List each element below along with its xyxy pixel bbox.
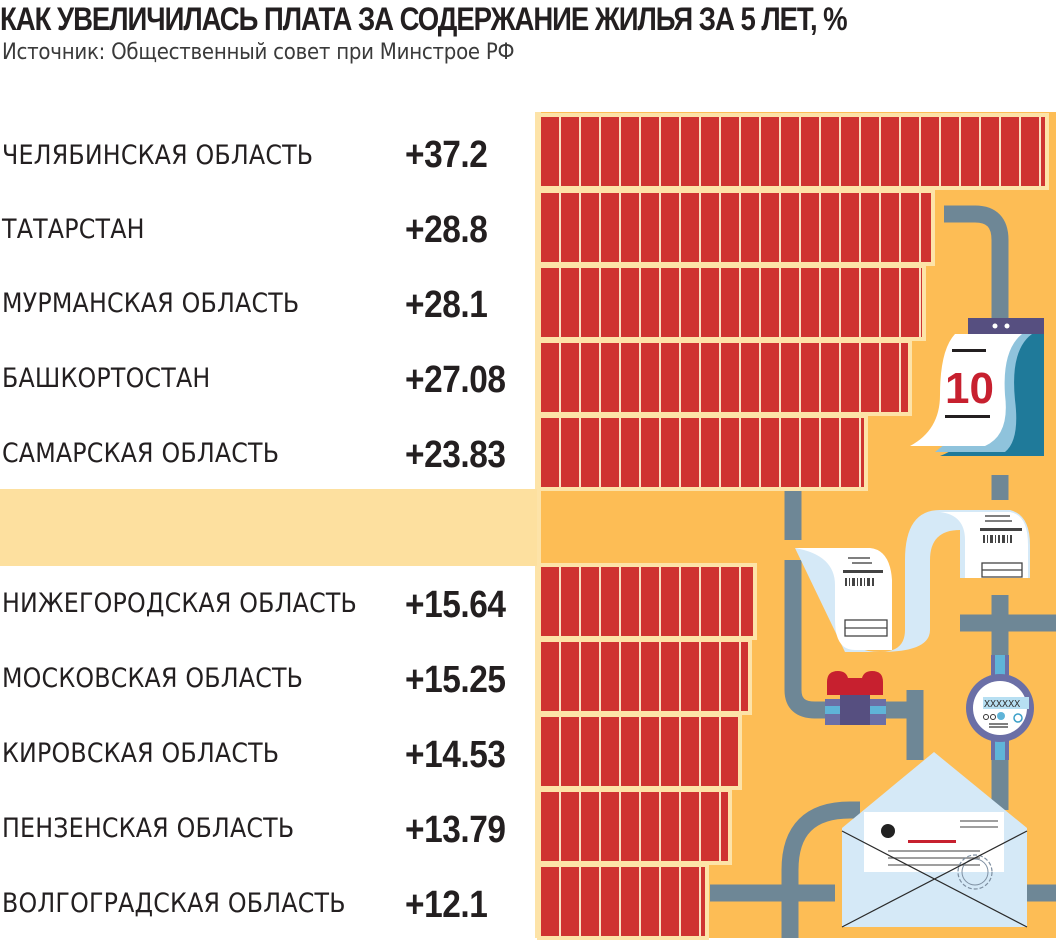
receipt-icon [795, 510, 1030, 652]
row-label: НИЖЕГОРОДСКАЯ ОБЛАСТЬ [2, 588, 358, 619]
row-label: МОСКОВСКАЯ ОБЛАСТЬ [2, 663, 304, 694]
row-value: +37.2 [405, 134, 488, 176]
bar-row-4 [537, 414, 868, 491]
row-label: КИРОВСКАЯ ОБЛАСТЬ [2, 738, 280, 769]
bar-row-6 [537, 638, 752, 715]
water-meter-icon: XXXXXX [966, 655, 1034, 760]
bar [541, 717, 738, 786]
coat-of-arms-icon [881, 824, 895, 838]
pipe-icon [710, 205, 1056, 938]
bar [541, 867, 705, 936]
row-value: +12.1 [405, 884, 488, 926]
bar [541, 193, 931, 262]
bar [541, 642, 748, 711]
bar-row-5 [537, 563, 757, 640]
envelope-icon [841, 752, 1028, 928]
bar [541, 567, 753, 636]
chart-panel-edge [535, 112, 541, 938]
row-label: ТАТАРСТАН [2, 214, 145, 245]
bar-row-2 [537, 264, 926, 341]
row-label: ПЕНЗЕНСКАЯ ОБЛАСТЬ [2, 813, 295, 844]
separator-band [0, 489, 537, 566]
row-value: +28.8 [405, 209, 488, 251]
bar [541, 792, 728, 861]
bar-row-8 [537, 788, 732, 865]
valve-icon [825, 671, 886, 725]
row-label: ЧЕЛЯБИНСКАЯ ОБЛАСТЬ [2, 140, 314, 171]
bar-row-9 [537, 863, 709, 940]
meter-reading: XXXXXX [984, 699, 1020, 710]
row-value: +23.83 [405, 434, 506, 476]
bar [541, 117, 1045, 186]
calendar-day: 10 [945, 364, 994, 413]
bar [541, 418, 864, 487]
row-label: МУРМАНСКАЯ ОБЛАСТЬ [2, 288, 300, 319]
row-value: +27.08 [405, 359, 506, 401]
row-value: +14.53 [405, 734, 506, 776]
row-label: ВОЛГОГРАДСКАЯ ОБЛАСТЬ [2, 888, 346, 919]
row-label: САМАРСКАЯ ОБЛАСТЬ [2, 438, 280, 469]
bar-row-1 [537, 189, 935, 266]
chart-title: КАК УВЕЛИЧИЛАСЬ ПЛАТА ЗА СОДЕРЖАНИЕ ЖИЛЬ… [0, 1, 848, 37]
bar-row-7 [537, 713, 742, 790]
bar [541, 343, 908, 412]
calendar-icon: 10 [910, 318, 1044, 456]
row-value: +15.64 [405, 584, 506, 626]
row-value: +28.1 [405, 284, 488, 326]
row-value: +15.25 [405, 659, 506, 701]
bar [541, 268, 922, 337]
row-value: +13.79 [405, 809, 506, 851]
bar-row-0 [537, 113, 1049, 190]
row-label: БАШКОРТОСТАН [2, 363, 211, 394]
chart-source: Источник: Общественный совет при Минстро… [2, 40, 515, 65]
bar-row-3 [537, 339, 912, 416]
